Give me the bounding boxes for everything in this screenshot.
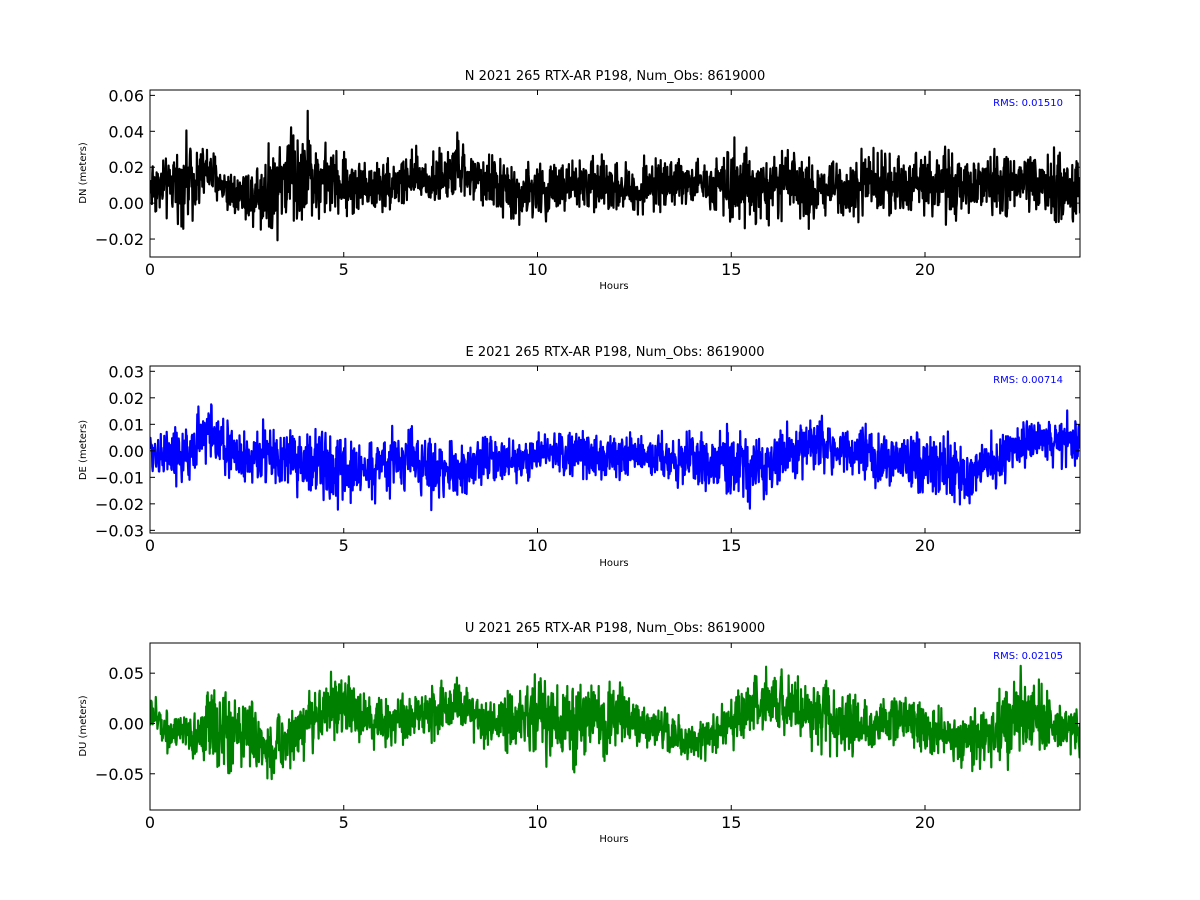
x-tick-label: 0 — [145, 536, 155, 555]
series-line — [150, 403, 1080, 512]
y-axis-label: DE (meters) — [78, 420, 89, 480]
x-axis-label: Hours — [599, 281, 628, 292]
x-tick-label: 10 — [527, 536, 547, 555]
plot-frame — [149, 642, 1081, 811]
plot-area-north: 0 5 10 15 20 −0.02 0.00 0.02 0.04 0.06 — [95, 86, 1081, 279]
y-tick-label: 0.01 — [108, 415, 144, 434]
rms-annotation: RMS: 0.00714 — [993, 375, 1063, 386]
y-tick-label: 0.00 — [108, 714, 144, 733]
x-tick-label: 5 — [339, 260, 349, 279]
plot-area-east: 0 5 10 15 20 −0.03 −0.02 −0.01 0.00 0.01 0.02 0.03 — [95, 362, 1081, 555]
y-axis-label: DU (meters) — [78, 695, 89, 756]
y-tick-label: 0.02 — [108, 389, 144, 408]
x-tick-label: 15 — [721, 536, 741, 555]
x-tick-label: 0 — [145, 813, 155, 832]
x-axis-label: Hours — [599, 834, 628, 845]
x-tick-label: 20 — [915, 813, 935, 832]
y-tick-label: −0.05 — [95, 765, 144, 784]
y-tick-label: −0.03 — [95, 521, 144, 540]
x-axis-label: Hours — [599, 558, 628, 569]
plot-frame — [149, 89, 1081, 258]
panel-east: E 2021 265 RTX-AR P198, Num_Obs: 8619000… — [78, 345, 1081, 569]
y-tick-label: −0.01 — [95, 468, 144, 487]
y-tick-label: 0.03 — [108, 362, 144, 381]
panel-north: N 2021 265 RTX-AR P198, Num_Obs: 8619000… — [78, 69, 1081, 292]
series-line — [150, 664, 1080, 781]
chart-title: N 2021 265 RTX-AR P198, Num_Obs: 8619000 — [465, 69, 765, 84]
x-tick-label: 15 — [721, 260, 741, 279]
series-line — [150, 109, 1080, 242]
y-tick-label: 0.00 — [108, 442, 144, 461]
plot-frame — [149, 365, 1081, 534]
chart-title: U 2021 265 RTX-AR P198, Num_Obs: 8619000 — [465, 621, 765, 636]
plot-area-up: 0 5 10 15 20 −0.05 0.00 0.05 — [95, 642, 1081, 832]
y-tick-label: 0.00 — [108, 194, 144, 213]
x-tick-label: 10 — [527, 813, 547, 832]
rms-annotation: RMS: 0.02105 — [993, 651, 1063, 662]
rms-annotation: RMS: 0.01510 — [993, 98, 1063, 109]
y-tick-label: −0.02 — [95, 230, 144, 249]
x-tick-label: 10 — [527, 260, 547, 279]
x-tick-label: 0 — [145, 260, 155, 279]
y-tick-label: 0.04 — [108, 122, 144, 141]
chart-title: E 2021 265 RTX-AR P198, Num_Obs: 8619000 — [466, 345, 765, 360]
panel-up: U 2021 265 RTX-AR P198, Num_Obs: 8619000… — [78, 621, 1081, 845]
y-axis-label: DN (meters) — [78, 142, 89, 204]
x-tick-label: 20 — [915, 260, 935, 279]
x-tick-label: 15 — [721, 813, 741, 832]
x-tick-label: 5 — [339, 536, 349, 555]
y-tick-label: 0.02 — [108, 158, 144, 177]
y-tick-label: −0.02 — [95, 495, 144, 514]
y-tick-label: 0.06 — [108, 86, 144, 105]
x-tick-label: 5 — [339, 813, 349, 832]
x-tick-label: 20 — [915, 536, 935, 555]
y-tick-label: 0.05 — [108, 664, 144, 683]
